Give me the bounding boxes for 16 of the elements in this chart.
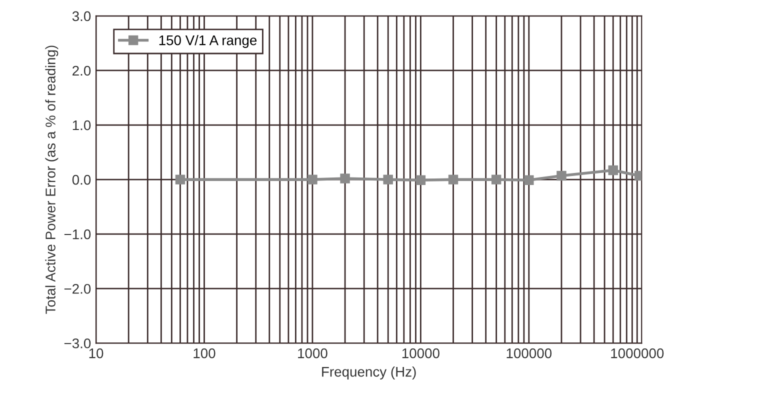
y-tick-label: 3.0 [72, 11, 91, 22]
y-tick-label: 2.0 [72, 66, 91, 76]
y-tick-label: −1.0 [64, 229, 91, 240]
legend-label: 150 V/1 A range [159, 35, 257, 48]
x-tick-label: 1000000 [611, 348, 664, 358]
x-tick-label: 1000 [298, 348, 328, 358]
y-axis-title: Total Active Power Error (as a % of reading) [45, 46, 58, 314]
x-tick-label: 100000 [506, 348, 552, 358]
x-tick-label: 100 [194, 348, 216, 358]
x-tick-label: 10 [89, 348, 104, 358]
y-tick-label: 1.0 [72, 120, 91, 130]
y-tick-label: −2.0 [64, 284, 91, 294]
x-tick-label: 10000 [402, 348, 440, 358]
x-axis-title: Frequency (Hz) [322, 366, 416, 380]
y-tick-label: 0.0 [72, 174, 91, 185]
y-tick-label: −3.0 [64, 338, 91, 348]
